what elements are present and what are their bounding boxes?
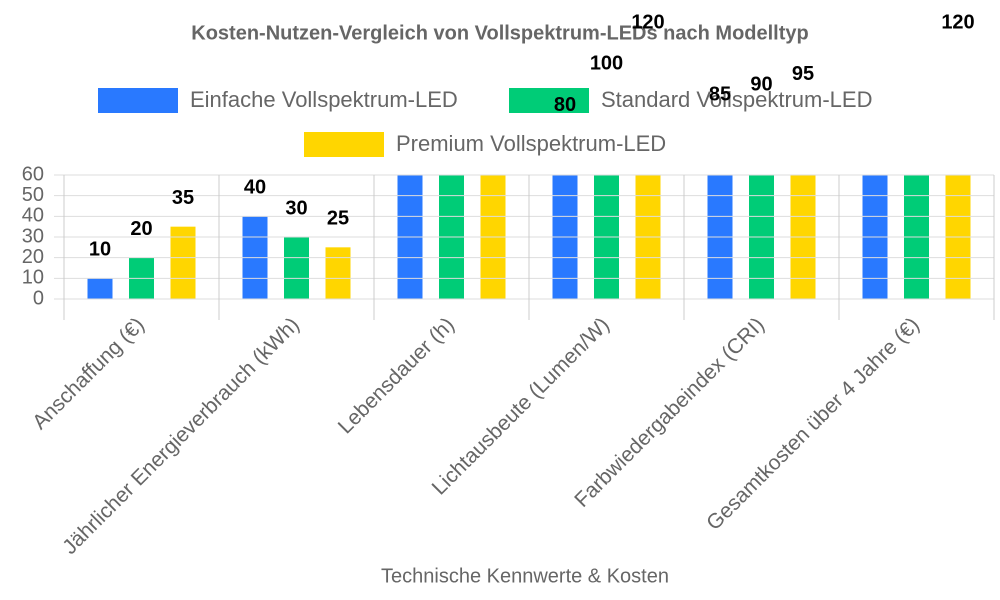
bar (904, 175, 929, 299)
value-label: 100 (590, 53, 623, 75)
legend-label: Premium Vollspektrum-LED (396, 131, 666, 156)
value-label: 40 (244, 177, 266, 199)
value-label: 85 (709, 84, 731, 106)
y-tick-label: 60 (22, 163, 44, 185)
bar (707, 175, 733, 299)
bar (87, 278, 113, 299)
legend-swatch (509, 88, 589, 113)
value-label: 25 (327, 208, 349, 230)
legend-label: Einfache Vollspektrum-LED (190, 87, 458, 112)
bar (862, 175, 888, 299)
value-label: 90 (750, 73, 772, 95)
y-tick-label: 40 (22, 205, 44, 227)
x-tick-label: Lichtausbeute (Lumen/W) (428, 313, 614, 499)
chart-title: Kosten-Nutzen-Vergleich von Vollspektrum… (191, 22, 809, 44)
value-label: 20 (130, 218, 152, 240)
value-label: 80 (554, 94, 576, 116)
x-tick-label: Lebensdauer (h) (334, 313, 459, 438)
y-tick-label: 0 (33, 287, 44, 309)
x-tick-label: Anschaffung (€) (28, 313, 149, 434)
x-axis-label: Technische Kennwerte & Kosten (381, 565, 669, 587)
value-label: 120 (631, 11, 664, 33)
bar (284, 237, 309, 299)
y-tick-label: 10 (22, 267, 44, 289)
legend-swatch (304, 132, 384, 157)
bar (749, 175, 774, 299)
y-tick-label: 30 (22, 225, 44, 247)
bar (170, 226, 196, 299)
legend-swatch (98, 88, 178, 113)
value-label: 10 (89, 239, 111, 261)
legend-label: Standard Vollspektrum-LED (601, 87, 872, 112)
value-label: 120 (941, 11, 974, 33)
value-label: 30 (285, 197, 307, 219)
bar (325, 247, 351, 299)
value-label: 35 (172, 187, 194, 209)
y-tick-label: 20 (22, 246, 44, 268)
y-tick-label: 50 (22, 184, 44, 206)
value-label: 95 (792, 63, 814, 85)
bar (790, 175, 816, 299)
